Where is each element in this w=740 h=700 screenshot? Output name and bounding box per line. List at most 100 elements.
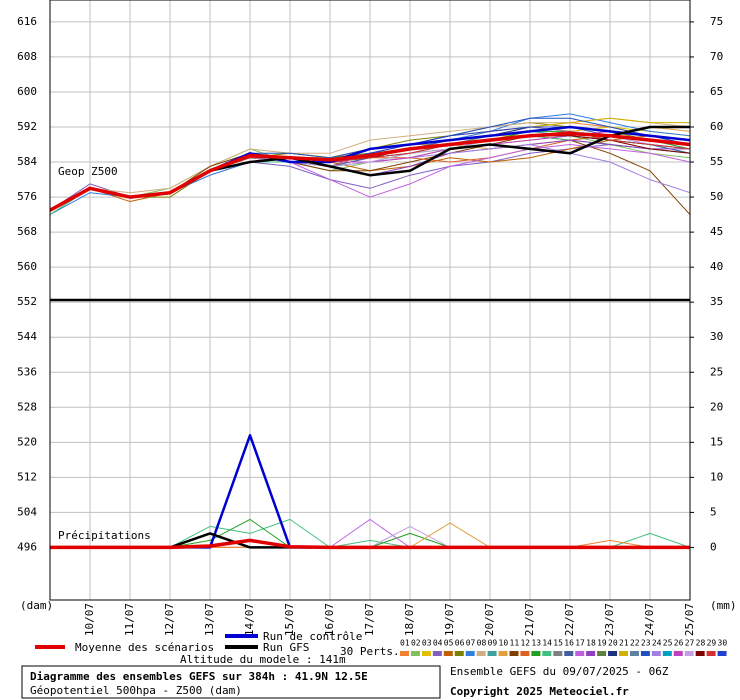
y2-tick-label: 25	[710, 365, 723, 378]
y-tick-label: 568	[17, 225, 37, 238]
legend-swatch	[542, 651, 552, 656]
y2-tick-label: 45	[710, 225, 723, 238]
x-tick-label: 20/07	[483, 603, 496, 636]
legend-label: 28	[696, 639, 706, 648]
y-tick-label: 544	[17, 330, 37, 343]
legend-label: 18	[586, 639, 596, 648]
legend-label: 16	[564, 639, 574, 648]
legend-swatch	[509, 651, 519, 656]
legend-swatch	[608, 651, 618, 656]
legend-label: 14	[542, 639, 552, 648]
x-tick-label: 18/07	[403, 603, 416, 636]
y2-tick-label: 40	[710, 260, 723, 273]
y-tick-label: 608	[17, 50, 37, 63]
y2-tick-label: 0	[710, 540, 717, 553]
legend-label: 19	[597, 639, 607, 648]
legend-swatch	[487, 651, 497, 656]
y-tick-label: 600	[17, 85, 37, 98]
y-tick-label: 528	[17, 400, 37, 413]
plot-lines	[50, 113, 690, 550]
legend-label: 23	[641, 639, 651, 648]
y2-tick-label: 60	[710, 120, 723, 133]
legend-label: 22	[630, 639, 640, 648]
legend-swatch	[498, 651, 508, 656]
legend-label: 26	[674, 639, 684, 648]
legend-label: 02	[411, 639, 421, 648]
x-tick-label: 23/07	[603, 603, 616, 636]
x-tick-label: 14/07	[243, 603, 256, 636]
legend-label: 05	[444, 639, 454, 648]
x-tick-label: 25/07	[683, 603, 696, 636]
legend-label: 04	[433, 639, 443, 648]
title: Diagramme des ensembles GEFS sur 384h : …	[30, 670, 368, 683]
y-tick-label: 552	[17, 295, 37, 308]
legend-label: 13	[531, 639, 541, 648]
x-tick-label: 22/07	[563, 603, 576, 636]
x-tick-label: 13/07	[203, 603, 216, 636]
x-tick-label: 17/07	[363, 603, 376, 636]
legend-swatch	[531, 651, 541, 656]
y2-tick-label: 35	[710, 295, 723, 308]
legend-label: 25	[663, 639, 673, 648]
y2-axis-unit: (mm)	[710, 599, 737, 612]
subtitle: Géopotentiel 500hpa - Z500 (dam)	[30, 684, 242, 697]
legend-swatch	[564, 651, 574, 656]
y2-tick-label: 10	[710, 470, 723, 483]
y2-tick-label: 50	[710, 190, 723, 203]
x-tick-label: 24/07	[643, 603, 656, 636]
y-tick-label: 504	[17, 505, 37, 518]
legend-label: 12	[520, 639, 530, 648]
y2-tick-label: 5	[710, 505, 717, 518]
legend-swatch	[553, 651, 563, 656]
x-tick-label: 19/07	[443, 603, 456, 636]
y-tick-label: 576	[17, 190, 37, 203]
x-tick-label: 15/07	[283, 603, 296, 636]
altitude: Altitude du modele : 141m	[180, 653, 346, 666]
legend-label: 24	[652, 639, 662, 648]
legend-swatch	[706, 651, 716, 656]
x-tick-label: 21/07	[523, 603, 536, 636]
y-axis-unit: (dam)	[20, 599, 53, 612]
y2-tick-label: 70	[710, 50, 723, 63]
legend-swatch	[476, 651, 486, 656]
legend-label: 07	[466, 639, 476, 648]
legend-swatch	[443, 651, 453, 656]
legend-swatch	[673, 651, 683, 656]
y-tick-label: 512	[17, 470, 37, 483]
x-tick-label: 10/07	[83, 603, 96, 636]
x-tick-label: 11/07	[123, 603, 136, 636]
legend-swatch	[717, 651, 727, 656]
y-tick-label: 584	[17, 155, 37, 168]
y2-tick-label: 15	[710, 435, 723, 448]
legend-swatch	[454, 651, 464, 656]
run-info: Ensemble GEFS du 09/07/2025 - 06Z	[450, 665, 669, 678]
legend-label: Run GFS	[263, 641, 309, 654]
legend-label: 08	[477, 639, 487, 648]
legend-label: 09	[488, 639, 498, 648]
y2-tick-label: 30	[710, 330, 723, 343]
y2-tick-label: 75	[710, 15, 723, 28]
series-line	[50, 131, 690, 212]
legend-label: 15	[553, 639, 563, 648]
legend-label: Run de contrôle	[263, 630, 362, 643]
legend-swatch	[520, 651, 530, 656]
perturbations-label: 30 Perts.	[340, 645, 400, 658]
series-line	[50, 538, 690, 550]
legend-label: Moyenne des scénarios	[75, 641, 214, 654]
legend-swatch	[695, 651, 705, 656]
legend-label: 10	[499, 639, 509, 648]
y2-tick-label: 20	[710, 400, 723, 413]
copyright: Copyright 2025 Meteociel.fr	[450, 685, 629, 698]
legend-swatch	[410, 651, 420, 656]
legend-swatch	[400, 651, 409, 656]
legend-swatch	[619, 651, 628, 656]
legend-label: 11	[510, 639, 520, 648]
legend-swatch	[629, 651, 639, 656]
y2-tick-label: 55	[710, 155, 723, 168]
y-tick-label: 536	[17, 365, 37, 378]
legend-label: 21	[619, 639, 629, 648]
legend-label: 29	[707, 639, 717, 648]
legend-label: 20	[608, 639, 618, 648]
legend-swatch	[575, 651, 585, 656]
